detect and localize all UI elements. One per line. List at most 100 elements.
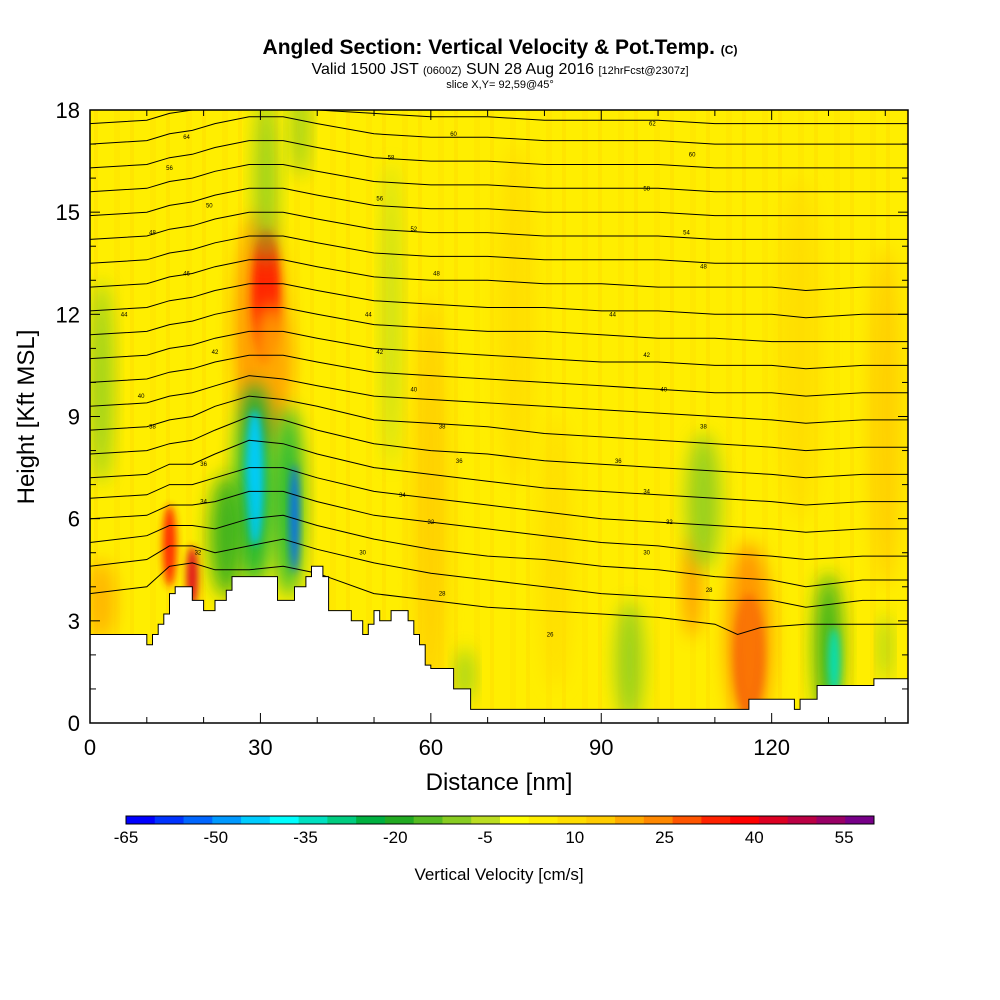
contour-label: 28: [706, 588, 713, 594]
velocity-cell: [254, 110, 278, 264]
velocity-cell: [686, 433, 721, 570]
contour-label: 56: [166, 166, 173, 172]
contour-label: 36: [200, 462, 207, 468]
chart-subtitle: Valid 1500 JST (0600Z) SUN 28 Aug 2016 […: [311, 61, 689, 78]
theta-contour-line: [90, 354, 908, 397]
velocity-cell: [90, 280, 113, 485]
contour-label: 44: [365, 312, 372, 318]
contour-label: 62: [649, 122, 656, 128]
colorbar-swatch: [816, 816, 846, 824]
theta-contour-line: [90, 538, 908, 608]
colorbar-label: 25: [655, 828, 674, 847]
x-tick-label: 90: [589, 735, 613, 760]
velocity-cell: [777, 178, 823, 519]
colorbar-label: -5: [477, 828, 492, 847]
theta-contour-line: [90, 467, 908, 533]
contour-label: 64: [183, 135, 190, 141]
theta-contour-line: [90, 562, 908, 636]
theta-contour-line: [90, 187, 908, 217]
contour-label: 44: [609, 312, 616, 318]
contour-label: 34: [643, 489, 650, 495]
colorbar-swatch: [787, 816, 817, 824]
theta-contour-line: [90, 140, 908, 169]
title-block: Angled Section: Vertical Velocity & Pot.…: [0, 36, 1000, 91]
velocity-cell: [382, 161, 400, 468]
contour-label: 34: [399, 493, 406, 499]
colorbar-label: 55: [835, 828, 854, 847]
contour-label: 36: [456, 459, 463, 465]
colorbar-swatch: [672, 816, 702, 824]
colorbar-swatch: [212, 816, 242, 824]
subtitle-forecast: [12hrFcst@2307z]: [598, 65, 689, 77]
colorbar-label: 10: [565, 828, 584, 847]
y-tick-label: 15: [56, 200, 80, 225]
contour-label: 58: [388, 156, 395, 162]
y-tick-label: 3: [68, 609, 80, 634]
colorbar-swatch: [528, 816, 559, 824]
x-tick-label: 120: [753, 735, 790, 760]
colorbar-swatch: [298, 816, 328, 824]
colorbar-swatch: [500, 816, 530, 824]
theta-contour-line: [90, 259, 908, 292]
colorbar-label: -65: [114, 828, 139, 847]
y-tick-label: 6: [68, 507, 80, 532]
contour-label: 30: [643, 551, 650, 557]
velocity-cell: [90, 559, 116, 642]
contour-label: 60: [689, 152, 696, 158]
contour-label: 40: [138, 394, 145, 400]
contour-label: 38: [149, 425, 156, 431]
theta-contour-line: [90, 283, 908, 319]
title-unit: (C): [720, 43, 738, 57]
plot-area: 6456504846444240383634326058565248444240…: [56, 98, 909, 760]
velocity-cell: [245, 409, 264, 546]
colorbar-swatch: [758, 816, 789, 824]
colorbar-frame: [125, 815, 875, 825]
contour-label: 32: [195, 551, 202, 557]
contour-label: 40: [410, 387, 417, 393]
colorbar-swatch: [471, 816, 501, 824]
colorbar-swatch: [384, 816, 415, 824]
velocity-cell: [209, 474, 244, 597]
x-tick-label: 30: [248, 735, 272, 760]
theta-contour-line: [90, 395, 908, 452]
contour-label: 58: [643, 186, 650, 192]
colorbar-swatch: [557, 816, 587, 824]
velocity-cell: [828, 627, 840, 696]
colorbar-swatch: [730, 816, 760, 824]
colorbar-swatch: [413, 816, 443, 824]
velocity-cell: [291, 110, 309, 179]
theta-contour-line: [90, 164, 908, 193]
contour-label: 42: [376, 350, 383, 356]
contour-labels: 64 56 50 48 46 44 42 40 38 36 34 32 60 58 56 52 48 44 42 40…: [121, 122, 713, 639]
colorbar-swatch: [241, 816, 271, 824]
x-tick-label: 60: [419, 735, 443, 760]
velocity-cell: [868, 246, 903, 587]
contour-label: 26: [547, 632, 554, 638]
theta-contours: [90, 110, 908, 636]
colorbar-swatch: [442, 816, 472, 824]
y-axis-title: Height [Kft MSL]: [13, 330, 40, 505]
theta-contour-line: [90, 307, 908, 343]
x-axis: 0 30 60 90 120: [84, 110, 886, 760]
velocity-field: [90, 110, 903, 723]
contour-label: 54: [683, 231, 690, 237]
contour-label: 32: [427, 520, 434, 526]
contour-label: 48: [433, 271, 440, 277]
velocity-cell: [726, 542, 772, 723]
colorbar-swatch: [615, 816, 645, 824]
colorbar-swatch: [269, 816, 300, 824]
contour-label: 30: [359, 551, 366, 557]
contour-label: 52: [410, 227, 417, 233]
velocity-cell: [879, 614, 891, 683]
colorbar-swatch: [356, 816, 386, 824]
contour-label: 60: [450, 132, 457, 138]
contour-label: 32: [666, 520, 673, 526]
colorbar-swatch: [126, 816, 156, 824]
slice-info: slice X,Y= 92,59@45°: [446, 79, 554, 91]
contour-label: 42: [212, 350, 219, 356]
contour-label: 48: [700, 265, 707, 271]
x-tick-label: 0: [84, 735, 96, 760]
chart-title: Angled Section: Vertical Velocity & Pot.…: [262, 36, 738, 59]
